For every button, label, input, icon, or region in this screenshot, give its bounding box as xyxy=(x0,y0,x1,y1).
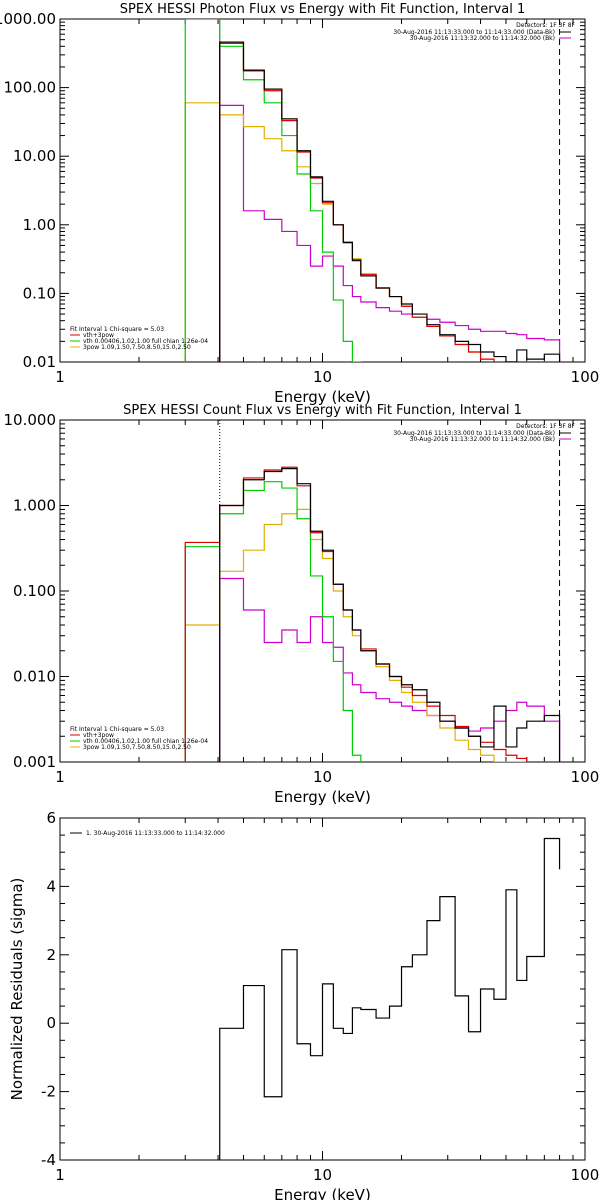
detectors-label: Detectors: 1F 3F 8F xyxy=(516,423,575,430)
legend-text: 1. 30-Aug-2016 11:13:33.000 to 11:14:32.… xyxy=(86,830,225,837)
x-tick-label: 100 xyxy=(571,368,600,386)
y-tick-label: 2 xyxy=(46,946,56,964)
y-tick-label: 0.01 xyxy=(23,353,56,371)
panel-3: 1 10 100 -4 -2 0 2 4 6 Energy (keV) Normalized Res… xyxy=(8,809,599,1200)
top-legend-text: 30-Aug-2016 11:13:33.000 to 11:14:33.000… xyxy=(393,430,555,437)
top-legend-text: 30-Aug-2016 11:13:32.000 to 11:14:32.000… xyxy=(410,436,555,443)
y-tick-label: 10.000 xyxy=(4,411,57,429)
y-tick-label: 0.010 xyxy=(13,668,56,686)
fit-legend-header: Fit Interval 1 Chi-square = 5.03 xyxy=(70,726,164,733)
panel-2: 1 10 100 0.001 0.010 0.100 1.000 10.000 SPEX HES… xyxy=(4,403,600,806)
y-tick-label: 10.00 xyxy=(13,147,56,165)
series-residuals xyxy=(219,837,561,1160)
series-fit-total xyxy=(219,42,561,362)
series-fit-total xyxy=(184,466,561,762)
x-tick-label: 1 xyxy=(55,368,65,386)
fit-legend-text: vth+3pow xyxy=(83,732,114,739)
series-group xyxy=(184,19,561,362)
series-background xyxy=(219,104,561,362)
fit-legend-text: vth 0.00406,1.02,1.00 full chian 1.26e-0… xyxy=(83,338,208,345)
chart-title: SPEX HESSI Count Flux vs Energy with Fit… xyxy=(123,403,522,418)
top-legend-text: 30-Aug-2016 11:13:33.000 to 11:14:33.000… xyxy=(393,29,555,36)
y-tick-label: 0 xyxy=(46,1014,56,1032)
top-legend-text: 30-Aug-2016 11:13:32.000 to 11:14:32.000… xyxy=(410,35,555,42)
x-tick-label: 10 xyxy=(313,1166,332,1184)
x-tick-label: 10 xyxy=(313,768,332,786)
x-tick-label: 10 xyxy=(313,368,332,386)
y-tick-label: 1.00 xyxy=(23,216,56,234)
fit-legend-text: 3pow 1.09,1.50,7.50,8.50,15.0,2.50 xyxy=(83,344,191,351)
x-tick-label: 1 xyxy=(55,768,65,786)
x-tick-label: 100 xyxy=(571,1166,600,1184)
series-power-law xyxy=(184,508,561,762)
y-tick-label: -2 xyxy=(41,1083,56,1101)
y-axis-title: Normalized Residuals (sigma) xyxy=(8,878,26,1101)
x-axis-title: Energy (keV) xyxy=(274,1186,371,1200)
y-tick-label: 0.001 xyxy=(13,753,56,771)
x-axis-title: Energy (keV) xyxy=(274,388,371,406)
series-thermal xyxy=(184,19,362,362)
y-tick-label: 4 xyxy=(46,877,56,895)
series-power-law xyxy=(184,102,561,362)
fit-legend-text: vth 0.00406,1.02,1.00 full chian 1.26e-0… xyxy=(83,738,208,745)
x-tick-label: 1 xyxy=(55,1166,65,1184)
series-group xyxy=(184,466,561,762)
y-tick-label: 0.10 xyxy=(23,284,56,302)
series-data xyxy=(219,41,561,362)
fit-legend-header: Fit Interval 1 Chi-square = 5.03 xyxy=(70,326,164,333)
series-group xyxy=(219,837,561,1160)
panel-1: 1 10 100 0.01 0.10 1.00 10.00 100.00 1000.00 SPEX… xyxy=(0,2,599,406)
y-tick-label: 0.100 xyxy=(13,582,56,600)
y-tick-label: 6 xyxy=(46,809,56,827)
chart-title: SPEX HESSI Photon Flux vs Energy with Fi… xyxy=(120,2,526,17)
y-tick-label: 1.000 xyxy=(13,497,56,515)
fit-legend-text: 3pow 1.09,1.50,7.50,8.50,15.0,2.50 xyxy=(83,744,191,751)
x-tick-label: 100 xyxy=(571,768,600,786)
series-data xyxy=(219,468,561,762)
y-tick-label: -4 xyxy=(41,1151,56,1169)
series-thermal xyxy=(184,481,362,762)
x-axis-title: Energy (keV) xyxy=(274,788,371,806)
detectors-label: Detectors: 1F 3F 8F xyxy=(516,22,575,29)
y-tick-label: 1000.00 xyxy=(0,10,56,28)
fit-legend-text: vth+3pow xyxy=(83,332,114,339)
y-tick-label: 100.00 xyxy=(4,79,57,97)
